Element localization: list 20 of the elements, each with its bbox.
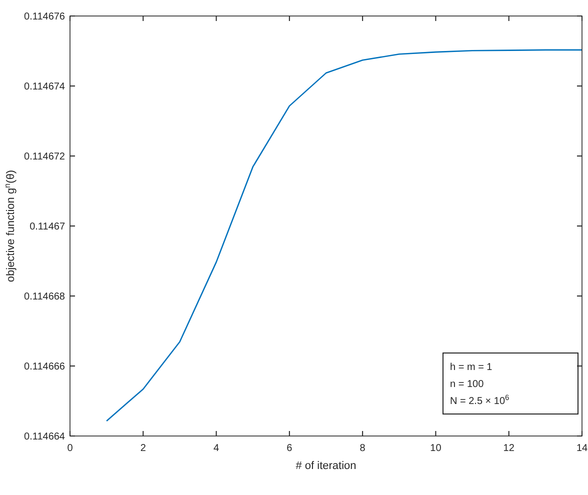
y-tick-label: 0.114664	[24, 432, 66, 442]
annotation: h = m = 1	[450, 362, 493, 373]
y-tick-label: 0.11467	[30, 222, 66, 232]
x-tick-label: 2	[140, 443, 146, 454]
x-tick-label: 6	[286, 443, 293, 454]
y-tick-label: 0.114674	[24, 82, 66, 92]
y-tick-label: 0.114676	[24, 12, 66, 22]
annotation: n = 100	[450, 379, 484, 390]
line-series	[106, 49, 583, 422]
y-tick-label: 0.114672	[24, 152, 66, 162]
y-tick-label: 0.114668	[24, 292, 66, 302]
y-tick-label: 0.114666	[24, 362, 66, 372]
x-axis-title: # of iteration	[296, 460, 356, 472]
x-tick-label: 12	[503, 443, 515, 454]
x-tick-label: 10	[430, 443, 442, 454]
x-tick-label: 8	[360, 443, 366, 454]
x-tick-label: 14	[576, 443, 588, 454]
annotation: N = 2.5 × 10$^{6}$	[450, 392, 510, 407]
x-tick-label: 4	[214, 443, 220, 454]
x-tick-label: 0	[67, 443, 74, 454]
